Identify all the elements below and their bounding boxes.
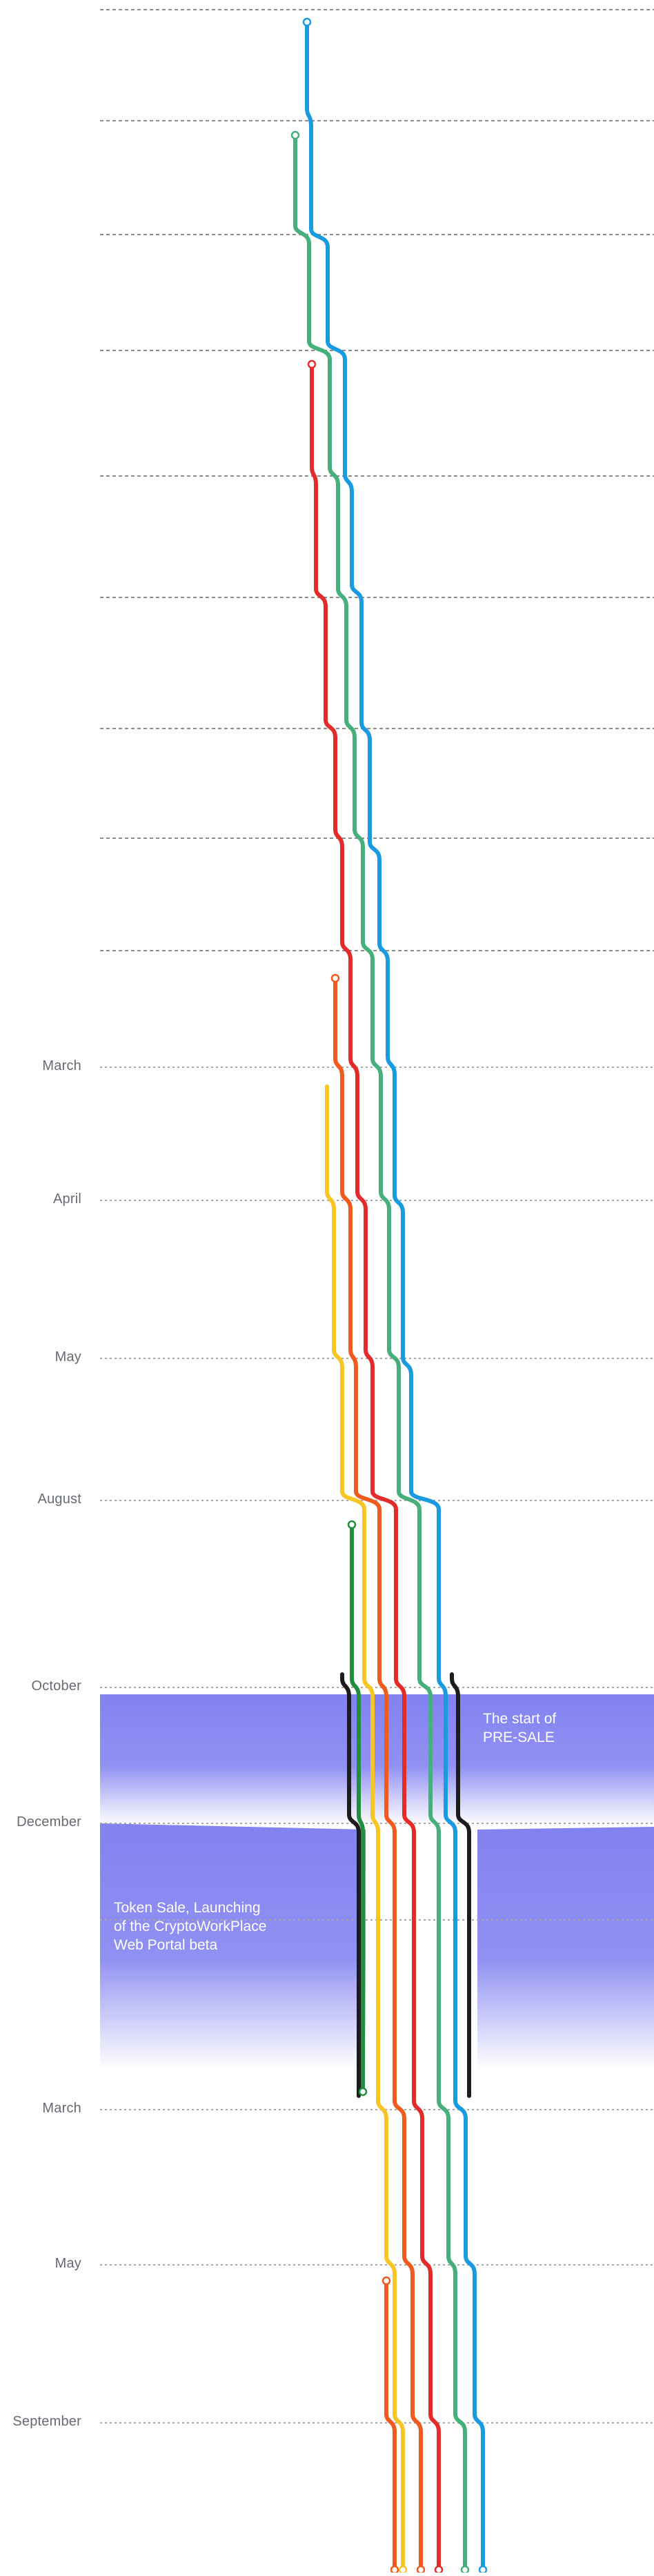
orange-line xyxy=(333,976,423,2572)
presale-event-label: The start of PRE-SALE xyxy=(483,1710,556,1747)
yellow-line-end-stop xyxy=(398,2565,408,2575)
month-label-september: September xyxy=(12,2414,81,2429)
darkgreen-line-end-stop xyxy=(358,2087,368,2097)
presale-line-1: The start of xyxy=(483,1711,557,1727)
black-line-left xyxy=(340,1672,361,2098)
green-line-end-stop xyxy=(460,2565,470,2575)
blue-line-start-stop xyxy=(302,17,312,27)
darkgreen-line-start-stop xyxy=(347,1520,357,1529)
blue-line xyxy=(305,20,485,2572)
token-sale-line-3: Web Portal beta xyxy=(114,1937,218,1953)
month-label-december: December xyxy=(17,1814,81,1830)
token-sale-line-1: Token Sale, Launching xyxy=(114,1900,261,1916)
month-label-april: April xyxy=(52,1191,81,1207)
presale-band xyxy=(100,1694,654,1825)
orange-line-late-start-stop xyxy=(382,2276,391,2286)
token-sale-band-right xyxy=(477,1827,654,2070)
month-label-october: October xyxy=(31,1678,81,1694)
orange-line-end-stop xyxy=(416,2565,426,2575)
red-line-start-stop xyxy=(307,359,317,369)
token-sale-event-label: Token Sale, Launching of the CryptoWorkP… xyxy=(114,1899,266,1954)
token-sale-line-2: of the CryptoWorkPlace xyxy=(114,1919,267,1934)
month-label-may-2: May xyxy=(54,2256,81,2271)
orange-line-start-stop xyxy=(330,973,340,983)
month-label-march-1: March xyxy=(42,1058,81,1073)
presale-line-2: PRE-SALE xyxy=(483,1730,555,1745)
yellow-line xyxy=(325,1084,405,2572)
green-line xyxy=(293,133,467,2572)
black-line-right xyxy=(450,1672,471,2098)
orange-line-late xyxy=(384,2279,397,2572)
orange-line-late-end-stop xyxy=(390,2565,399,2575)
blue-line-end-stop xyxy=(478,2565,488,2575)
month-label-august: August xyxy=(37,1492,81,1507)
darkgreen-line xyxy=(350,1523,365,2094)
token-sale-band-left xyxy=(100,1823,366,2070)
month-label-march-2: March xyxy=(42,2101,81,2116)
red-line-end-stop xyxy=(434,2565,444,2575)
green-line-start-stop xyxy=(290,130,300,140)
red-line xyxy=(310,362,441,2572)
month-label-may-1: May xyxy=(54,1349,81,1365)
